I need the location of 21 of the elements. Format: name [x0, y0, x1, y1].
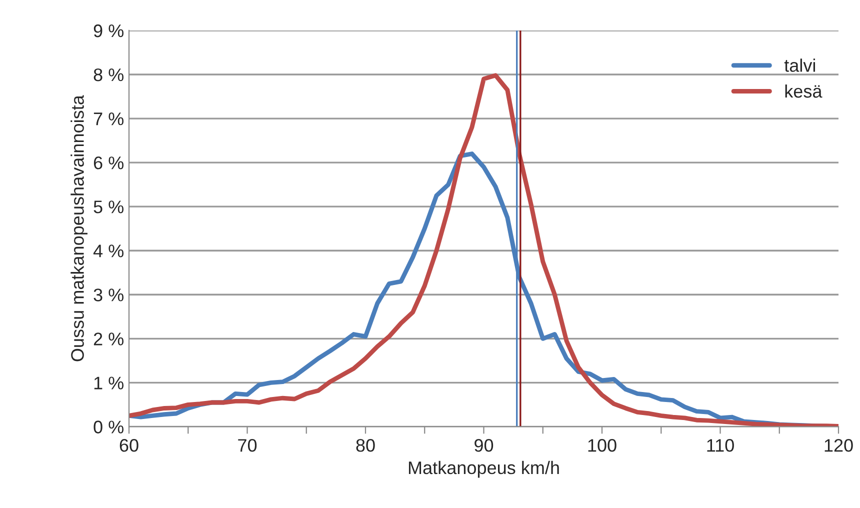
x-tick-label: 70: [238, 439, 257, 452]
y-tick-label: 4 %: [93, 244, 124, 258]
y-tick-label: 8 %: [94, 68, 124, 82]
y-tick-label: 2 %: [94, 332, 124, 346]
x-tick-label: 90: [474, 439, 494, 452]
legend-label: kesä: [785, 84, 822, 98]
x-tick-label: 110: [707, 439, 734, 452]
x-axis-title: Matkanopeus km/h: [408, 460, 559, 478]
y-tick-label: 7 %: [94, 112, 124, 126]
y-tick-label: 9 %: [94, 24, 124, 38]
y-axis-title: Oussu matkanopeushavainnoista: [70, 95, 88, 362]
y-tick-label: 0 %: [94, 420, 124, 434]
x-tick-label: 60: [120, 439, 138, 452]
y-tick-label: 3 %: [94, 288, 124, 302]
x-tick-label: 120: [824, 439, 853, 452]
x-tick-label: 80: [356, 439, 375, 452]
x-tick-label: 100: [588, 439, 616, 452]
y-tick-label: 1 %: [94, 376, 124, 390]
y-tick-label: 6 %: [94, 156, 124, 170]
y-tick-label: 5 %: [94, 200, 124, 214]
legend-label: talvi: [784, 58, 816, 72]
